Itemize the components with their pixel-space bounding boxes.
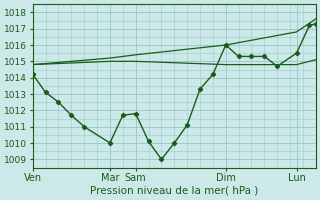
X-axis label: Pression niveau de la mer( hPa ): Pression niveau de la mer( hPa ) <box>90 186 259 196</box>
